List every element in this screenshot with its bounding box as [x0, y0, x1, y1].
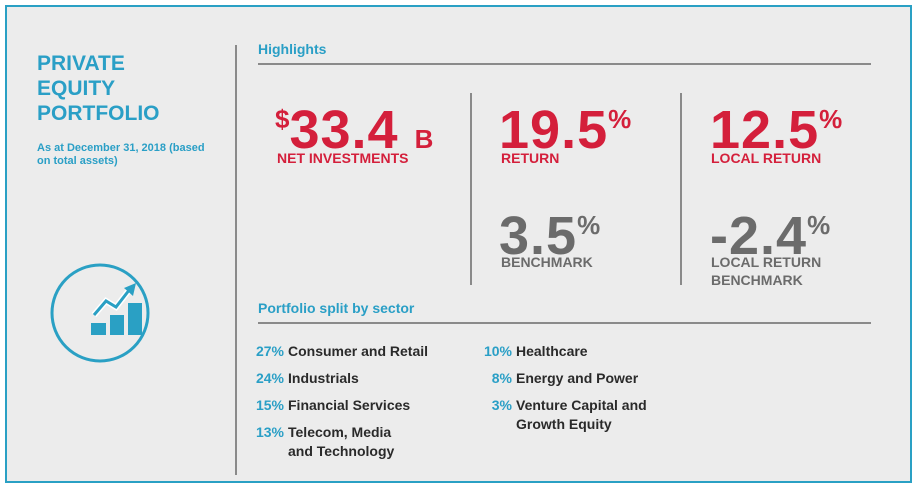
sector-percent: 15%: [255, 397, 284, 413]
value: -2.4: [710, 206, 808, 266]
divider: [680, 93, 682, 285]
sector-row: 13% Telecom, Media and Technology: [254, 423, 418, 461]
metric-label: LOCAL RETURN: [711, 150, 822, 166]
metric-value: 12.5%: [710, 91, 842, 158]
metric-value: $33.4 B: [275, 91, 433, 167]
sector-name: Venture Capital and Growth Equity: [516, 397, 647, 432]
sector-name: Financial Services: [288, 397, 411, 413]
sector-row: 27% Consumer and Retail: [254, 342, 468, 361]
growth-icon: [50, 263, 150, 363]
sector-row: 3% Venture Capital and Growth Equity: [482, 396, 656, 434]
suffix: %: [577, 210, 601, 240]
divider: [470, 93, 472, 285]
rule: [258, 63, 871, 65]
sector-name: Healthcare: [516, 343, 588, 359]
sector-row: 8% Energy and Power: [482, 369, 696, 388]
sector-percent: 27%: [255, 343, 284, 359]
sector-percent: 3%: [491, 397, 512, 413]
sector-name: Telecom, Media and Technology: [288, 424, 395, 459]
metric-value: -2.4%: [710, 197, 830, 264]
value: 3.5: [499, 206, 578, 266]
sector-name: Industrials: [288, 370, 359, 386]
sector-name: Energy and Power: [516, 370, 639, 386]
value: 19.5: [499, 100, 609, 160]
sectors-heading: Portfolio split by sector: [258, 300, 415, 316]
sector-name: Consumer and Retail: [288, 343, 429, 359]
highlights-heading: Highlights: [258, 41, 327, 57]
sector-percent: 13%: [255, 424, 284, 440]
suffix: %: [819, 104, 843, 134]
metric-value: 19.5%: [499, 91, 631, 158]
sector-row: 15% Financial Services: [254, 396, 468, 415]
sector-row: 10% Healthcare: [482, 342, 696, 361]
metric-label: BENCHMARK: [501, 254, 593, 270]
sector-percent: 24%: [255, 370, 284, 386]
suffix: %: [807, 210, 831, 240]
divider: [235, 45, 237, 475]
title: PRIVATE EQUITY PORTFOLIO: [37, 52, 160, 125]
sector-percent: 8%: [491, 370, 512, 386]
suffix: B: [414, 124, 434, 154]
value: 12.5: [710, 100, 820, 160]
rule: [258, 322, 871, 324]
metric-label: RETURN: [501, 150, 560, 166]
subtitle: As at December 31, 2018 (based on total …: [37, 142, 205, 167]
card: PRIVATE EQUITY PORTFOLIO As at December …: [5, 5, 912, 483]
sector-row: 24% Industrials: [254, 369, 468, 388]
sector-percent: 10%: [483, 343, 512, 359]
value: 33.4: [289, 100, 399, 160]
metric-value: 3.5%: [499, 197, 600, 264]
suffix: %: [608, 104, 632, 134]
metric-label: LOCAL RETURN BENCHMARK: [711, 254, 822, 288]
prefix: $: [275, 104, 290, 134]
metric-label: NET INVESTMENTS: [277, 150, 409, 166]
